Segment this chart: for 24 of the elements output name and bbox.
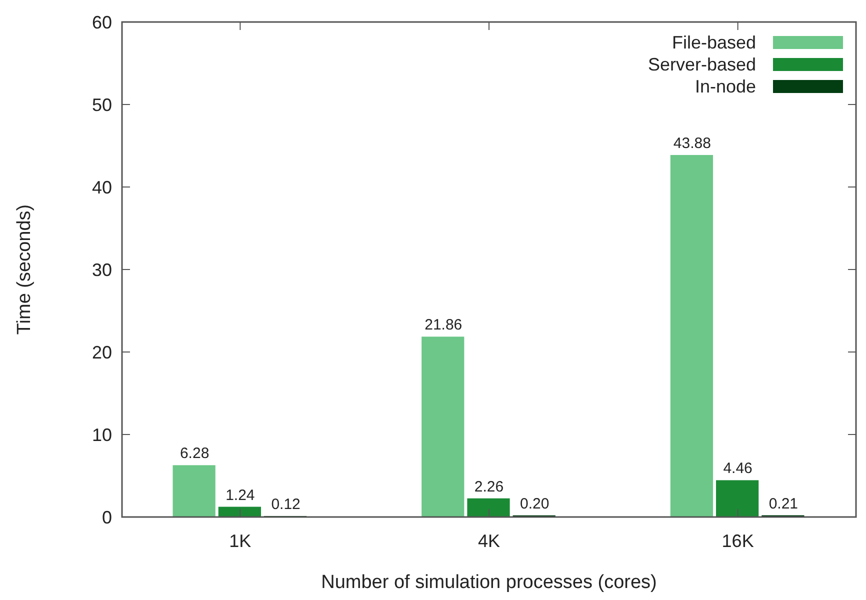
- data-label: 0.20: [520, 495, 550, 512]
- legend-label: In-node: [694, 76, 756, 96]
- data-label: 21.86: [424, 316, 462, 334]
- x-tick-label: 4K: [478, 531, 500, 551]
- x-axis-title: Number of simulation processes (cores): [321, 572, 657, 593]
- data-label: 43.88: [673, 134, 711, 152]
- y-tick-label: 0: [102, 507, 112, 528]
- data-label: 2.26: [474, 478, 504, 496]
- y-tick-label: 20: [92, 342, 112, 362]
- legend-label: Server-based: [648, 54, 756, 74]
- y-tick-label: 10: [92, 424, 112, 445]
- x-tick-label: 1K: [229, 531, 252, 551]
- x-tick-label: 16K: [722, 531, 754, 551]
- y-tick-label: 30: [92, 260, 112, 280]
- legend-label: File-based: [672, 32, 756, 52]
- data-label: 0.12: [271, 496, 300, 514]
- data-label: 4.46: [723, 460, 752, 478]
- data-label: 6.28: [180, 445, 210, 462]
- data-label: 1.24: [226, 486, 255, 504]
- y-tick-label: 50: [92, 94, 112, 115]
- data-label: 0.21: [768, 495, 798, 512]
- y-tick-label: 60: [92, 12, 112, 32]
- y-axis-title: Time (seconds): [14, 204, 35, 335]
- y-tick-label: 40: [92, 177, 112, 198]
